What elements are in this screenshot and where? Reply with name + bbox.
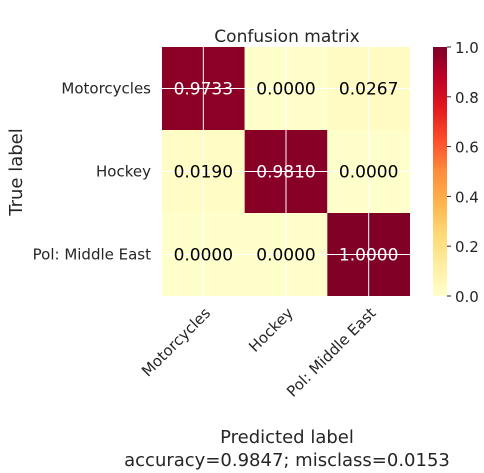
accuracy-summary: accuracy=0.9847; misclass=0.0153 bbox=[124, 450, 450, 471]
colorbar-tick-label: 0.2 bbox=[455, 238, 479, 256]
colorbar bbox=[433, 47, 447, 296]
cell-value-label: 0.0000 bbox=[256, 80, 315, 100]
cell-value-label: 0.0000 bbox=[339, 163, 398, 183]
colorbar-tick-label: 0.0 bbox=[455, 288, 479, 306]
colorbar-ticks: 0.0 0.2 0.4 0.6 0.8 1.0 bbox=[447, 39, 479, 306]
cell-value-label: 1.0000 bbox=[339, 246, 398, 266]
y-tick-label: Hockey bbox=[96, 163, 151, 181]
cell-value-label: 0.9810 bbox=[256, 163, 315, 183]
y-tick-labels: Motorcycles Hockey Pol: Middle East bbox=[33, 80, 152, 264]
y-tick-label: Pol: Middle East bbox=[33, 246, 151, 264]
x-tick-label: Hockey bbox=[245, 304, 297, 356]
x-tick-label: Pol: Middle East bbox=[283, 304, 380, 401]
y-axis-label: True label bbox=[6, 128, 27, 217]
cell-value-label: 0.0000 bbox=[256, 246, 315, 266]
cell-value-label: 0.9733 bbox=[174, 80, 233, 100]
y-tick-label: Motorcycles bbox=[61, 80, 151, 98]
colorbar-tick-label: 0.6 bbox=[455, 139, 479, 157]
cell-value-label: 0.0190 bbox=[174, 163, 233, 183]
chart-title: Confusion matrix bbox=[214, 27, 359, 47]
cell-value-labels: 0.9733 0.0000 0.0267 0.0190 0.9810 0.0000 0.00… bbox=[174, 80, 399, 266]
colorbar-tick-label: 0.4 bbox=[455, 188, 479, 206]
cell-value-label: 0.0000 bbox=[174, 246, 233, 266]
heatmap-grid bbox=[162, 47, 410, 296]
colorbar-tick-label: 1.0 bbox=[455, 39, 479, 57]
colorbar-tick-label: 0.8 bbox=[455, 89, 479, 107]
cell-value-label: 0.0267 bbox=[339, 80, 398, 100]
x-tick-label: Motorcycles bbox=[138, 304, 214, 380]
x-axis-label: Predicted label bbox=[220, 427, 354, 448]
